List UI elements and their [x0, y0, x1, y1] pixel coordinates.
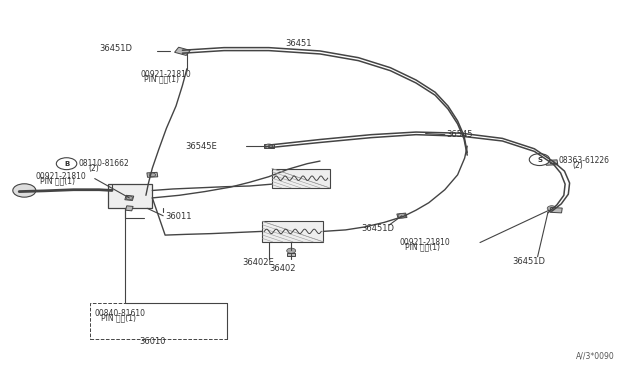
- Bar: [125, 195, 134, 201]
- Bar: [175, 47, 190, 55]
- Circle shape: [13, 184, 36, 197]
- Circle shape: [56, 158, 77, 170]
- Bar: [264, 144, 274, 148]
- Text: PIN ビン(1): PIN ビン(1): [405, 243, 440, 251]
- Bar: [550, 208, 563, 213]
- Bar: [90, 303, 227, 339]
- Circle shape: [529, 154, 550, 166]
- Text: S: S: [537, 157, 542, 163]
- Bar: [147, 172, 157, 177]
- Text: 36402: 36402: [269, 264, 295, 273]
- Text: 00840-81610: 00840-81610: [95, 309, 146, 318]
- Text: 00921-21810: 00921-21810: [141, 70, 191, 79]
- Text: A//3*0090: A//3*0090: [575, 351, 614, 360]
- Circle shape: [287, 248, 296, 253]
- Bar: [545, 160, 558, 165]
- Text: 36402E: 36402E: [242, 258, 274, 267]
- Text: (2): (2): [573, 161, 584, 170]
- Text: 36451D: 36451D: [512, 257, 545, 266]
- Bar: [108, 184, 152, 208]
- Text: 36545E: 36545E: [186, 142, 218, 151]
- Text: 36011: 36011: [165, 212, 191, 221]
- Text: 00921-21810: 00921-21810: [35, 172, 86, 181]
- Text: 36010: 36010: [140, 337, 166, 346]
- Circle shape: [398, 214, 406, 218]
- Text: B: B: [64, 161, 69, 167]
- Text: PIN ビン(1): PIN ビン(1): [101, 313, 136, 322]
- Circle shape: [126, 196, 132, 200]
- Text: (2): (2): [88, 164, 99, 173]
- Text: 36545: 36545: [447, 130, 473, 139]
- Bar: [125, 206, 133, 211]
- Text: 08363-61226: 08363-61226: [558, 156, 609, 165]
- Text: 36451: 36451: [285, 39, 311, 48]
- Text: 00921-21810: 00921-21810: [400, 238, 451, 247]
- Text: 08110-81662: 08110-81662: [78, 159, 129, 168]
- Text: 36451D: 36451D: [99, 44, 132, 53]
- Bar: [397, 213, 407, 218]
- Circle shape: [149, 173, 156, 177]
- Bar: [272, 169, 330, 188]
- Bar: [262, 221, 323, 242]
- Circle shape: [547, 206, 556, 211]
- Bar: [287, 253, 295, 256]
- Text: PIN ビン(1): PIN ビン(1): [144, 74, 179, 83]
- Text: PIN ビン(1): PIN ビン(1): [40, 177, 75, 186]
- Text: 36451D: 36451D: [361, 224, 394, 233]
- Circle shape: [265, 144, 273, 148]
